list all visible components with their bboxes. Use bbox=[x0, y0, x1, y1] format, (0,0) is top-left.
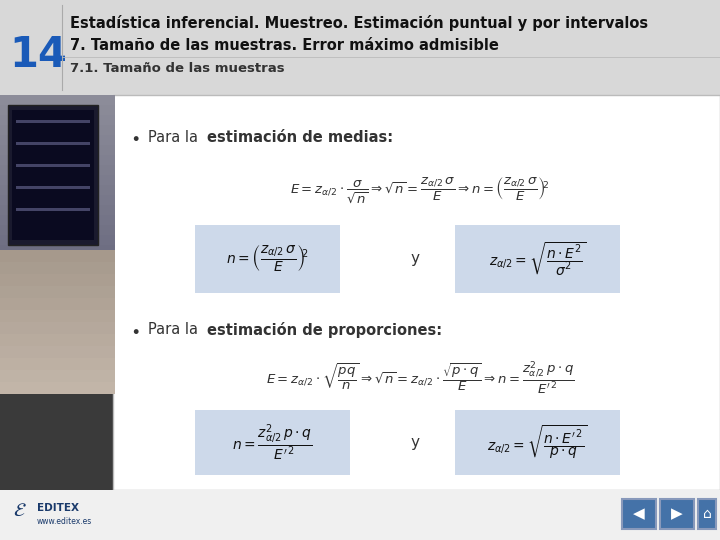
Bar bbox=[0, 358, 115, 370]
Text: www.editex.es: www.editex.es bbox=[37, 517, 92, 526]
Text: $\mathcal{E}$: $\mathcal{E}$ bbox=[13, 501, 27, 519]
Text: $n = \dfrac{z^2_{\alpha/2}\,p \cdot q}{E^{\prime\,2}}$: $n = \dfrac{z^2_{\alpha/2}\,p \cdot q}{E… bbox=[232, 422, 313, 463]
Bar bbox=[0, 322, 115, 334]
Bar bbox=[0, 334, 115, 346]
Bar bbox=[0, 195, 115, 205]
Bar bbox=[0, 155, 115, 165]
Text: $n = \left(\dfrac{z_{\alpha/2}\,\sigma}{E}\right)^{\!\!2}$: $n = \left(\dfrac{z_{\alpha/2}\,\sigma}{… bbox=[226, 244, 309, 274]
Text: $\bullet$: $\bullet$ bbox=[130, 321, 140, 339]
Bar bbox=[0, 185, 115, 195]
Text: y: y bbox=[410, 252, 420, 267]
Text: ▶: ▶ bbox=[671, 507, 683, 522]
Text: $E = z_{\alpha/2} \cdot \dfrac{\sigma}{\sqrt{n}} \Rightarrow \sqrt{n} = \dfrac{z: $E = z_{\alpha/2} \cdot \dfrac{\sigma}{\… bbox=[290, 175, 549, 205]
Text: $z_{\alpha/2} = \sqrt{\dfrac{n \cdot E^{\prime\,2}}{p \cdot q}}$: $z_{\alpha/2} = \sqrt{\dfrac{n \cdot E^{… bbox=[487, 423, 588, 461]
Bar bbox=[195, 410, 350, 475]
Bar bbox=[0, 310, 115, 322]
Text: y: y bbox=[410, 435, 420, 450]
Bar bbox=[0, 135, 115, 145]
Text: $E = z_{\alpha/2} \cdot \sqrt{\dfrac{pq}{n}} \Rightarrow \sqrt{n} = z_{\alpha/2}: $E = z_{\alpha/2} \cdot \sqrt{\dfrac{pq}… bbox=[266, 360, 575, 396]
Bar bbox=[455, 410, 620, 475]
Text: Para la: Para la bbox=[148, 322, 202, 338]
Bar bbox=[0, 286, 115, 298]
Bar bbox=[0, 262, 115, 274]
Bar bbox=[0, 370, 115, 382]
Bar bbox=[195, 225, 340, 293]
Bar bbox=[0, 298, 115, 310]
Bar bbox=[0, 285, 115, 295]
Text: 14: 14 bbox=[9, 34, 67, 76]
Text: estimación de proporciones:: estimación de proporciones: bbox=[207, 322, 442, 338]
Text: Para la: Para la bbox=[148, 130, 202, 145]
Bar bbox=[0, 125, 115, 135]
Text: 7. Tamaño de las muestras. Error máximo admisible: 7. Tamaño de las muestras. Error máximo … bbox=[70, 38, 499, 53]
Text: $z_{\alpha/2} = \sqrt{\dfrac{n \cdot E^2}{\sigma^2}}$: $z_{\alpha/2} = \sqrt{\dfrac{n \cdot E^2… bbox=[489, 240, 586, 278]
Text: $\bullet$: $\bullet$ bbox=[130, 128, 140, 146]
Text: EDITEX: EDITEX bbox=[37, 503, 79, 513]
Bar bbox=[0, 245, 115, 255]
Bar bbox=[0, 382, 115, 394]
Bar bbox=[0, 490, 720, 540]
Bar bbox=[0, 205, 115, 215]
Bar bbox=[622, 499, 656, 529]
Text: Estadística inferencial. Muestreo. Estimación puntual y por intervalos: Estadística inferencial. Muestreo. Estim… bbox=[70, 15, 648, 31]
Bar bbox=[0, 175, 115, 185]
Bar bbox=[0, 346, 115, 358]
Bar bbox=[0, 255, 115, 265]
Bar bbox=[113, 95, 720, 490]
Bar bbox=[16, 120, 90, 123]
Bar bbox=[0, 275, 115, 285]
Bar bbox=[0, 95, 115, 490]
Bar bbox=[0, 215, 115, 225]
Bar bbox=[0, 274, 115, 286]
Bar bbox=[0, 265, 115, 275]
Text: 7.1. Tamaño de las muestras: 7.1. Tamaño de las muestras bbox=[70, 62, 284, 75]
Bar bbox=[12, 110, 94, 240]
Bar bbox=[8, 105, 98, 245]
Text: estimación de medias:: estimación de medias: bbox=[207, 130, 393, 145]
Bar bbox=[455, 225, 620, 293]
Text: ◀: ◀ bbox=[633, 507, 645, 522]
Bar bbox=[660, 499, 694, 529]
Bar bbox=[0, 235, 115, 245]
Bar bbox=[16, 164, 90, 167]
Bar bbox=[8, 497, 68, 535]
Bar bbox=[0, 105, 115, 115]
Bar bbox=[0, 95, 115, 105]
Bar bbox=[698, 499, 716, 529]
Bar bbox=[16, 208, 90, 211]
Bar bbox=[0, 165, 115, 175]
Bar bbox=[0, 115, 115, 125]
Bar bbox=[0, 225, 115, 235]
Bar bbox=[16, 186, 90, 189]
Bar bbox=[0, 145, 115, 155]
Text: ⌂: ⌂ bbox=[703, 507, 711, 521]
Bar bbox=[0, 250, 115, 262]
Bar bbox=[0, 0, 720, 95]
Bar bbox=[16, 142, 90, 145]
